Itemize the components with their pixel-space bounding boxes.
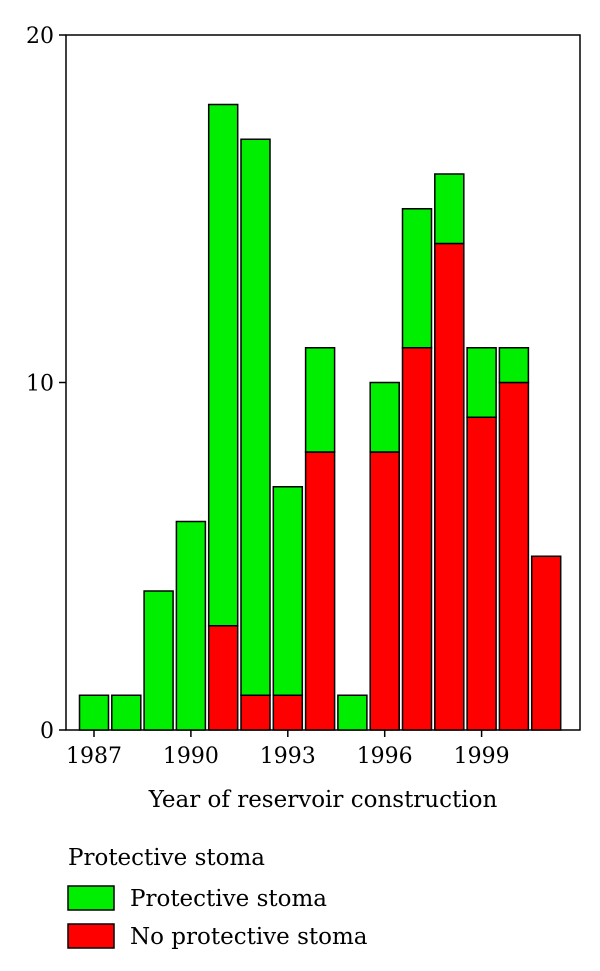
x-axis-title: Year of reservoir construction xyxy=(148,787,498,813)
bar-segment-protective-stoma-1995 xyxy=(337,694,368,731)
bar-segment-protective-stoma-1998 xyxy=(434,173,465,245)
legend: Protective stoma Protective stoma No prot… xyxy=(67,845,368,950)
legend-title: Protective stoma xyxy=(68,845,265,871)
bar-segment-no-protective-stoma-1993 xyxy=(272,694,304,731)
bar-segment-protective-stoma-1999 xyxy=(466,347,497,418)
bar-segment-no-protective-stoma-2001 xyxy=(530,555,562,731)
y-tick-label: 0 xyxy=(40,719,54,744)
legend-swatch xyxy=(67,923,115,949)
legend-swatch xyxy=(67,885,115,911)
y-tick-label: 10 xyxy=(26,372,54,397)
bar-segment-protective-stoma-1991 xyxy=(207,103,239,627)
bar-segment-protective-stoma-1988 xyxy=(111,694,142,731)
bar-segment-protective-stoma-1993 xyxy=(272,486,304,696)
bar-segment-no-protective-stoma-1996 xyxy=(369,451,400,731)
legend-label: No protective stoma xyxy=(130,924,368,950)
legend-label: Protective stoma xyxy=(130,886,327,912)
bar-segment-protective-stoma-2000 xyxy=(498,347,530,384)
bar-segment-protective-stoma-1997 xyxy=(401,208,433,349)
bar-segment-no-protective-stoma-1991 xyxy=(207,625,239,731)
y-axis: 0 10 20 xyxy=(26,24,66,744)
bar-segment-no-protective-stoma-2000 xyxy=(498,381,530,731)
bar-segment-protective-stoma-1990 xyxy=(175,520,207,731)
bar-segment-protective-stoma-1992 xyxy=(240,138,271,696)
bar-segment-no-protective-stoma-1997 xyxy=(401,347,433,731)
bar-segment-protective-stoma-1994 xyxy=(304,347,336,453)
y-tick-label: 20 xyxy=(26,24,54,49)
bars xyxy=(78,103,562,731)
x-tick-label: 1996 xyxy=(357,744,413,769)
bar-segment-no-protective-stoma-1999 xyxy=(466,416,497,731)
x-axis: 1987 1990 1993 1996 1999 xyxy=(66,730,510,769)
bar-segment-no-protective-stoma-1998 xyxy=(434,242,465,731)
bar-segment-protective-stoma-1996 xyxy=(369,381,400,453)
bar-segment-no-protective-stoma-1992 xyxy=(240,694,271,731)
x-tick-label: 1990 xyxy=(163,744,219,769)
bar-segment-no-protective-stoma-1994 xyxy=(304,451,336,731)
x-tick-label: 1987 xyxy=(66,744,122,769)
x-tick-label: 1999 xyxy=(454,744,510,769)
bar-segment-protective-stoma-1987 xyxy=(78,694,110,731)
bar-segment-protective-stoma-1989 xyxy=(143,590,174,731)
x-tick-label: 1993 xyxy=(260,744,316,769)
